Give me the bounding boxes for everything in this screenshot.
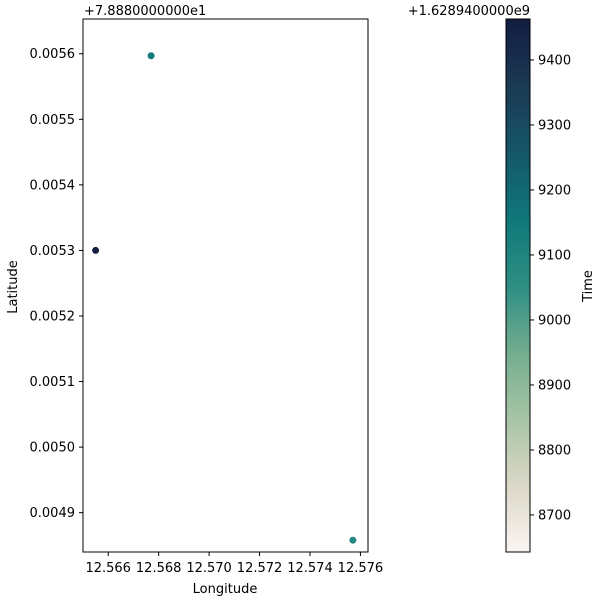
y-offset-label: +7.8880000000e1 (84, 4, 206, 19)
y-tick-label-0: 0.0049 (30, 506, 76, 521)
y-tick-label-5: 0.0054 (30, 178, 76, 193)
colorbar-offset-label: +1.6289400000e9 (408, 4, 530, 19)
data-point-1 (147, 52, 155, 60)
x-tick-label-5: 12.576 (338, 561, 384, 576)
x-tick-label-1: 12.568 (136, 561, 182, 576)
colorbar-tick-label-0: 8700 (538, 508, 571, 523)
colorbar-tick-label-5: 9200 (538, 183, 571, 198)
colorbar-tick-label-2: 8900 (538, 378, 571, 393)
y-tick-label-1: 0.0050 (30, 441, 76, 456)
y-tick-label-6: 0.0055 (30, 113, 76, 128)
data-point-0 (92, 246, 100, 254)
colorbar-tick-label-7: 9400 (538, 53, 571, 68)
colorbar-tick-label-1: 8800 (538, 443, 571, 458)
y-tick-label-7: 0.0056 (30, 47, 76, 62)
data-point-2 (349, 536, 357, 544)
x-tick-label-0: 12.566 (85, 561, 131, 576)
x-tick-label-4: 12.574 (287, 561, 333, 576)
plot-frame (82, 18, 369, 553)
x-tick-label-3: 12.572 (237, 561, 283, 576)
y-tick-label-4: 0.0053 (30, 244, 76, 259)
y-tick-label-2: 0.0051 (30, 375, 76, 390)
plot-area: 12.566 12.568 12.570 12.572 12.574 12.576 0.00… (30, 18, 384, 576)
colorbar-tick-label-3: 9000 (538, 313, 571, 328)
colorbar-tick-label-6: 9300 (538, 118, 571, 133)
colorbar-label: Time (581, 270, 596, 303)
x-axis-label: Longitude (193, 582, 258, 597)
x-tick-label-2: 12.570 (186, 561, 232, 576)
colorbar: 8700 8800 8900 9000 9100 9200 9300 9400 (505, 18, 571, 553)
y-tick-label-3: 0.0052 (30, 309, 76, 324)
y-axis-label: Latitude (6, 260, 21, 314)
colorbar-tick-label-4: 9100 (538, 248, 571, 263)
colorbar-gradient (505, 18, 531, 553)
